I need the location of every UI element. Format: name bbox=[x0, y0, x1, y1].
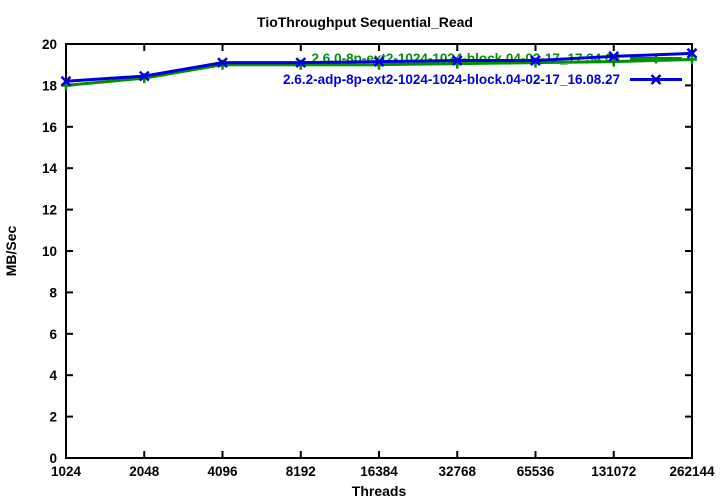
data-point-marker bbox=[686, 47, 698, 59]
data-point-marker bbox=[687, 54, 697, 65]
legend-marker bbox=[650, 74, 662, 85]
y-tick-label: 18 bbox=[42, 78, 58, 93]
y-tick-label: 14 bbox=[42, 161, 58, 176]
x-tick-label: 131072 bbox=[591, 464, 636, 479]
y-tick-label: 4 bbox=[49, 368, 57, 383]
y-tick-label: 20 bbox=[42, 37, 57, 52]
y-tick-label: 0 bbox=[49, 451, 57, 466]
y-tick-label: 16 bbox=[42, 120, 58, 135]
legend-label: 2.6.2-adp-8p-ext2-1024-1024-block.04-02-… bbox=[283, 72, 620, 87]
y-tick-label: 2 bbox=[49, 410, 57, 425]
data-point-marker bbox=[373, 56, 385, 67]
x-tick-label: 16384 bbox=[360, 464, 398, 479]
x-tick-label: 2048 bbox=[129, 464, 160, 479]
data-point-marker bbox=[608, 56, 619, 67]
data-point-marker bbox=[295, 57, 307, 69]
x-tick-label: 4096 bbox=[207, 464, 238, 479]
data-point-marker bbox=[530, 55, 541, 66]
y-axis-label: MB/Sec bbox=[3, 226, 19, 277]
data-point-marker bbox=[217, 57, 228, 69]
x-tick-label: 32768 bbox=[438, 464, 476, 479]
plot-border bbox=[65, 43, 693, 459]
x-tick-label: 65536 bbox=[517, 464, 555, 479]
y-tick-label: 10 bbox=[42, 244, 57, 259]
x-tick-label: 1024 bbox=[51, 464, 82, 479]
chart-title: TioThroughput Sequential_Read bbox=[257, 14, 473, 30]
data-point-marker bbox=[138, 70, 150, 82]
data-point-marker bbox=[608, 51, 620, 62]
plot-area: 2.6.0-8p-ext2-1024-1024-block.04-02-17_1… bbox=[42, 37, 715, 479]
y-tick-label: 8 bbox=[49, 285, 57, 300]
data-point-marker bbox=[60, 75, 72, 87]
y-tick-label: 6 bbox=[49, 327, 57, 342]
x-axis-label: Threads bbox=[352, 483, 407, 499]
x-tick-label: 262144 bbox=[669, 464, 715, 479]
data-point-marker bbox=[451, 55, 463, 66]
y-tick-label: 12 bbox=[42, 203, 57, 218]
x-tick-label: 8192 bbox=[286, 464, 316, 479]
